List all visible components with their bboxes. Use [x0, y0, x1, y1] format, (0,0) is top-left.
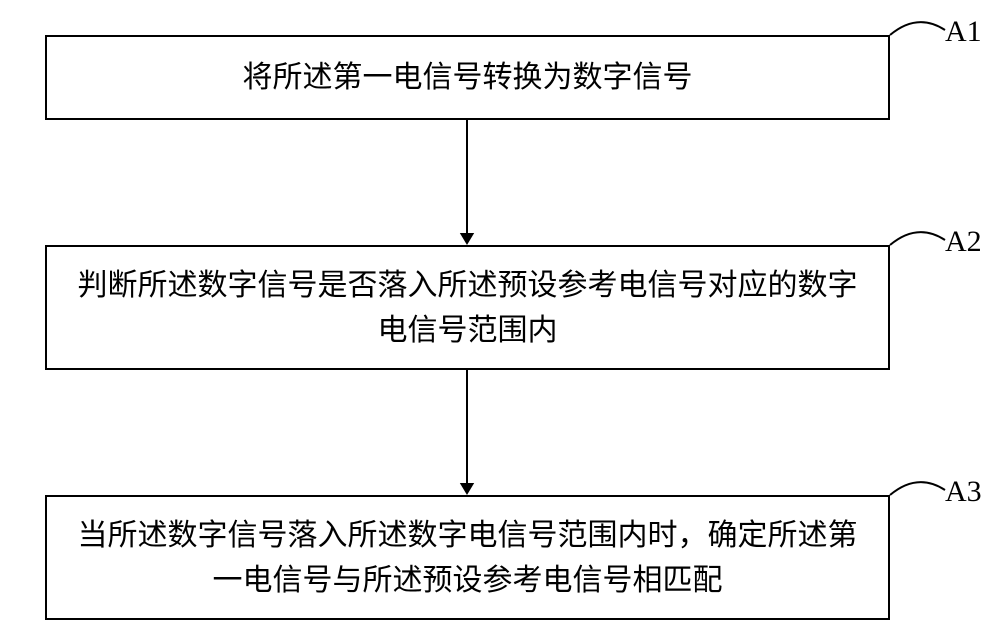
label-connector: [885, 465, 950, 520]
step-label-a1: A1: [945, 15, 982, 49]
flow-step-box-a2: 判断所述数字信号是否落入所述预设参考电信号对应的数字电信号范围内: [45, 245, 890, 370]
step-label-a2: A2: [945, 225, 982, 259]
flow-step-box-a3: 当所述数字信号落入所述数字电信号范围内时，确定所述第一电信号与所述预设参考电信号…: [45, 495, 890, 620]
flow-arrow: [452, 370, 482, 495]
label-connector: [885, 215, 950, 270]
flow-arrow: [452, 120, 482, 245]
flow-step-text: 判断所述数字信号是否落入所述预设参考电信号对应的数字电信号范围内: [67, 263, 868, 353]
flow-step-box-a1: 将所述第一电信号转换为数字信号: [45, 35, 890, 120]
step-label-a3: A3: [945, 475, 982, 509]
flow-step-text: 当所述数字信号落入所述数字电信号范围内时，确定所述第一电信号与所述预设参考电信号…: [67, 513, 868, 603]
label-connector: [885, 5, 950, 60]
flow-step-text: 将所述第一电信号转换为数字信号: [243, 55, 693, 100]
